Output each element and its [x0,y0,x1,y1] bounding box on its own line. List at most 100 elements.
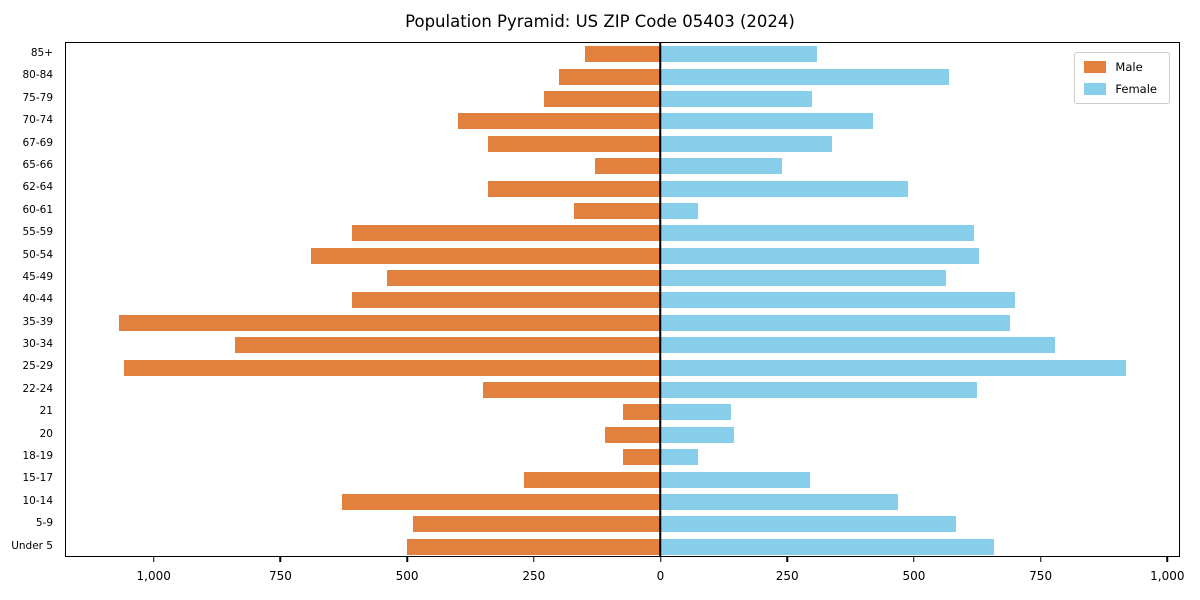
pyramid-row [66,312,1179,334]
pyramid-row [66,334,1179,356]
y-axis-label: Under 5 [11,539,53,552]
female-bar [660,359,1126,376]
male-bar [341,494,661,510]
pyramid-row [66,513,1179,535]
female-legend-label: Female [1115,82,1157,96]
chart-title: Population Pyramid: US ZIP Code 05403 (2… [405,12,795,31]
male-bar [351,225,661,242]
female-bar [660,471,810,488]
male-bar [594,158,661,175]
y-axis-label: 10-14 [22,494,53,507]
male-bar [311,247,661,264]
x-tick-mark [406,557,408,562]
y-axis-label: 70-74 [22,114,53,127]
y-axis-labels: 85+ 80-84 75-79 70-74 67-69 65-66 62-64 60-61 55… [0,42,60,557]
female-bar [660,270,947,287]
y-axis-label: 22-24 [22,382,53,395]
female-bar [660,113,873,130]
female-bar [660,382,977,399]
male-bar [574,202,661,219]
female-bar [660,180,909,197]
y-axis-label: 25-29 [22,360,53,373]
male-bar [604,426,661,443]
y-axis-label: 65-66 [22,158,53,171]
pyramid-row [66,222,1179,244]
pyramid-row [66,401,1179,423]
y-axis-label: 35-39 [22,315,53,328]
pyramid-row [66,379,1179,401]
female-legend-swatch [1084,83,1107,95]
male-bar [235,337,661,354]
x-tick-label: 500 [902,569,926,583]
male-bar [622,449,661,466]
x-tick-mark [533,557,535,562]
x-tick-mark [1166,557,1169,562]
male-bar [407,538,661,555]
male-bar [488,180,661,197]
y-axis-label: 60-61 [22,203,53,216]
x-tick-label: 1,000 [136,569,171,583]
pyramid-row [66,424,1179,446]
legend-item-male: Male [1084,60,1157,74]
x-tick-mark [659,557,662,562]
male-bar [584,46,661,63]
pyramid-row [66,289,1179,311]
x-tick-mark [1039,557,1042,562]
y-axis-label: 80-84 [22,69,53,82]
y-axis-label: 21 [39,405,53,418]
female-bar [660,538,995,555]
pyramid-row [66,356,1179,378]
legend-item-female: Female [1084,82,1157,96]
y-axis-label: 18-19 [22,450,53,463]
y-axis-label: 15-17 [22,472,53,485]
pyramid-row [66,88,1179,110]
y-axis-label: 67-69 [22,136,53,149]
pyramid-row [66,536,1179,558]
female-bar [660,292,1015,309]
male-bar [559,68,661,85]
pyramid-row [66,267,1179,289]
pyramid-row [66,43,1179,65]
pyramid-row [66,155,1179,177]
male-bar [458,113,661,130]
pyramid-row [66,468,1179,490]
female-bar [660,46,818,63]
x-tick-mark [786,557,788,562]
male-bar [544,90,661,107]
male-bar [412,516,661,533]
pyramid-row [66,446,1179,468]
female-bar [660,337,1056,354]
plot-area: Male Female [65,42,1180,557]
legend: Male Female [1074,52,1170,104]
x-axis-ticks: 1,000 750 500 250 0 250 500 750 1,000 [65,557,1185,593]
male-bar [387,270,661,287]
y-axis-label: 85+ [30,47,53,59]
x-tick-mark [152,557,155,562]
male-bar [119,314,661,331]
y-axis-label: 62-64 [22,181,53,194]
x-tick-label: 1,000 [1150,569,1185,583]
pyramid-row [66,110,1179,132]
pyramid-row [66,491,1179,513]
female-bar [660,202,699,219]
x-tick-mark [913,557,915,562]
female-bar [660,516,957,533]
y-axis-label: 40-44 [22,293,53,306]
x-tick-mark [279,557,282,562]
female-bar [660,449,699,466]
male-bar [622,404,661,421]
female-bar [660,314,1010,331]
female-bar [660,225,975,242]
y-axis-label: 30-34 [22,338,53,351]
x-tick-label: 250 [775,569,799,583]
female-bar [660,426,734,443]
x-tick-label: 250 [522,569,546,583]
y-axis-label: 75-79 [22,91,53,104]
y-axis-label: 20 [39,427,53,440]
male-bar [483,382,661,399]
female-bar [660,158,782,175]
x-tick-label: 750 [268,569,292,583]
pyramid-row [66,133,1179,155]
female-bar [660,494,899,510]
